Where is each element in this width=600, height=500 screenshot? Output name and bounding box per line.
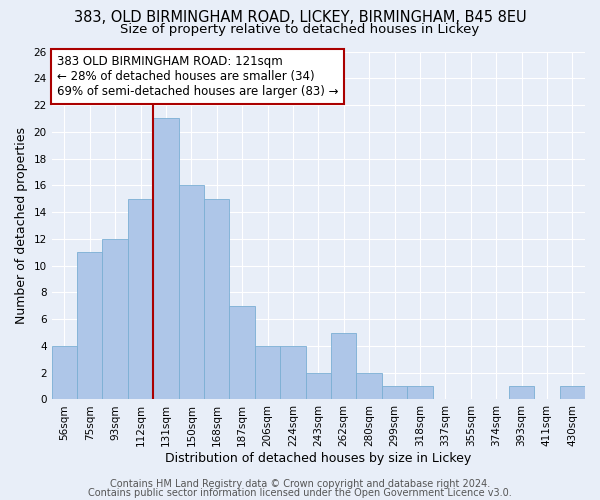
Text: 383 OLD BIRMINGHAM ROAD: 121sqm
← 28% of detached houses are smaller (34)
69% of: 383 OLD BIRMINGHAM ROAD: 121sqm ← 28% of… <box>57 55 338 98</box>
Text: Contains HM Land Registry data © Crown copyright and database right 2024.: Contains HM Land Registry data © Crown c… <box>110 479 490 489</box>
Bar <box>128 198 153 400</box>
Bar <box>52 346 77 400</box>
Bar <box>204 198 229 400</box>
Bar <box>153 118 179 400</box>
Bar <box>229 306 255 400</box>
Bar <box>103 239 128 400</box>
X-axis label: Distribution of detached houses by size in Lickey: Distribution of detached houses by size … <box>165 452 472 465</box>
Y-axis label: Number of detached properties: Number of detached properties <box>15 127 28 324</box>
Bar <box>382 386 407 400</box>
Bar <box>356 372 382 400</box>
Bar <box>305 372 331 400</box>
Bar <box>331 332 356 400</box>
Text: 383, OLD BIRMINGHAM ROAD, LICKEY, BIRMINGHAM, B45 8EU: 383, OLD BIRMINGHAM ROAD, LICKEY, BIRMIN… <box>74 10 526 25</box>
Bar <box>179 186 204 400</box>
Bar <box>509 386 534 400</box>
Bar <box>560 386 585 400</box>
Bar <box>255 346 280 400</box>
Bar <box>280 346 305 400</box>
Text: Size of property relative to detached houses in Lickey: Size of property relative to detached ho… <box>121 22 479 36</box>
Text: Contains public sector information licensed under the Open Government Licence v3: Contains public sector information licen… <box>88 488 512 498</box>
Bar <box>407 386 433 400</box>
Bar <box>77 252 103 400</box>
